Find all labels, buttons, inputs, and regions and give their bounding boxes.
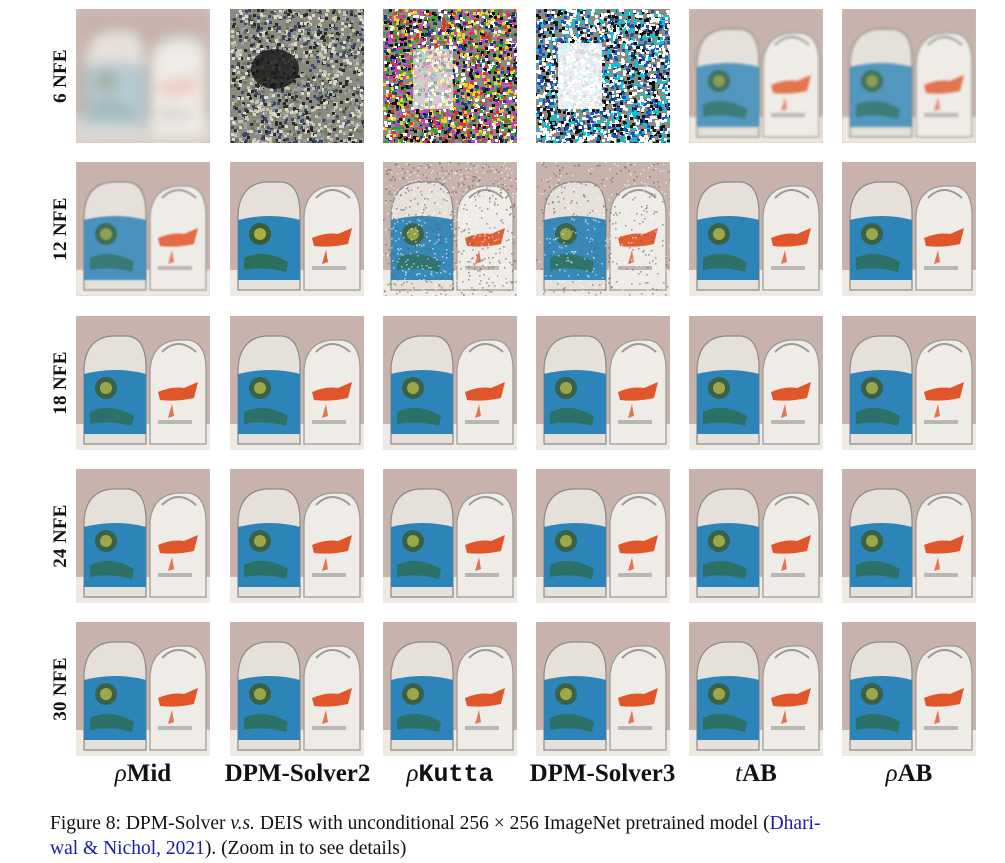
figure-caption: Figure 8: DPM-Solver v.s. DEIS with unco…: [50, 811, 985, 861]
col-label-dpm-solver2: DPM-Solver2: [205, 758, 390, 790]
col-label-t-ab: t AB: [689, 758, 823, 790]
sample-image-render: [230, 9, 364, 143]
row-label-30nfe: 30 NFE: [44, 622, 78, 756]
sample-image-render: [76, 622, 210, 756]
col-label-rho-mid: ρ Mid: [76, 758, 210, 790]
row-label-18nfe: 18 NFE: [44, 316, 78, 450]
sample-image-render: [76, 469, 210, 603]
sample-image: [842, 162, 976, 296]
sample-image: [536, 316, 670, 450]
sample-image: [230, 9, 364, 143]
sample-image-render: [383, 469, 517, 603]
sample-image-render: [230, 622, 364, 756]
sample-image: [536, 9, 670, 143]
sample-image-render: [689, 316, 823, 450]
sample-image-render: [842, 316, 976, 450]
sample-image: [536, 469, 670, 603]
sample-image: [689, 469, 823, 603]
sample-image: [842, 622, 976, 756]
col-label-rho-ab: ρ AB: [842, 758, 976, 790]
sample-image-render: [76, 9, 210, 143]
row-label-12nfe: 12 NFE: [44, 162, 78, 296]
sample-image: [689, 9, 823, 143]
col-label-rho-kutta: ρ Kutta: [383, 758, 517, 790]
sample-image-render: [842, 469, 976, 603]
sample-image: [230, 162, 364, 296]
sample-image: [383, 316, 517, 450]
sample-image: [230, 316, 364, 450]
sample-image-render: [536, 9, 670, 143]
sample-image-render: [842, 162, 976, 296]
figure-grid: 6 NFE 12 NFE 18 NFE 24 NFE 30 NFE ρ Mid D…: [0, 0, 1005, 800]
sample-image: [76, 469, 210, 603]
sample-image: [383, 469, 517, 603]
sample-image-render: [842, 9, 976, 143]
sample-image: [383, 162, 517, 296]
sample-image-render: [689, 9, 823, 143]
sample-image: [76, 162, 210, 296]
sample-image: [76, 622, 210, 756]
sample-image-render: [536, 469, 670, 603]
sample-image-render: [689, 622, 823, 756]
sample-image: [689, 162, 823, 296]
sample-image: [689, 316, 823, 450]
sample-image-render: [230, 469, 364, 603]
sample-image: [842, 469, 976, 603]
sample-image-render: [689, 469, 823, 603]
sample-image-render: [383, 9, 517, 143]
sample-image: [689, 622, 823, 756]
sample-image: [230, 469, 364, 603]
sample-image-render: [76, 316, 210, 450]
sample-image: [383, 9, 517, 143]
sample-image-render: [842, 622, 976, 756]
sample-image: [76, 316, 210, 450]
sample-image-render: [383, 622, 517, 756]
sample-image-render: [536, 162, 670, 296]
sample-image-render: [383, 162, 517, 296]
sample-image: [230, 622, 364, 756]
sample-image-render: [689, 162, 823, 296]
sample-image-render: [383, 316, 517, 450]
sample-image: [842, 9, 976, 143]
sample-image-render: [230, 162, 364, 296]
sample-image-render: [230, 316, 364, 450]
sample-image: [536, 622, 670, 756]
sample-image: [383, 622, 517, 756]
sample-image: [842, 316, 976, 450]
row-label-6nfe: 6 NFE: [44, 9, 78, 143]
sample-image-render: [76, 162, 210, 296]
row-label-24nfe: 24 NFE: [44, 469, 78, 603]
sample-image-render: [536, 316, 670, 450]
sample-image: [536, 162, 670, 296]
sample-image: [76, 9, 210, 143]
col-label-dpm-solver3: DPM-Solver3: [510, 758, 695, 790]
sample-image-render: [536, 622, 670, 756]
